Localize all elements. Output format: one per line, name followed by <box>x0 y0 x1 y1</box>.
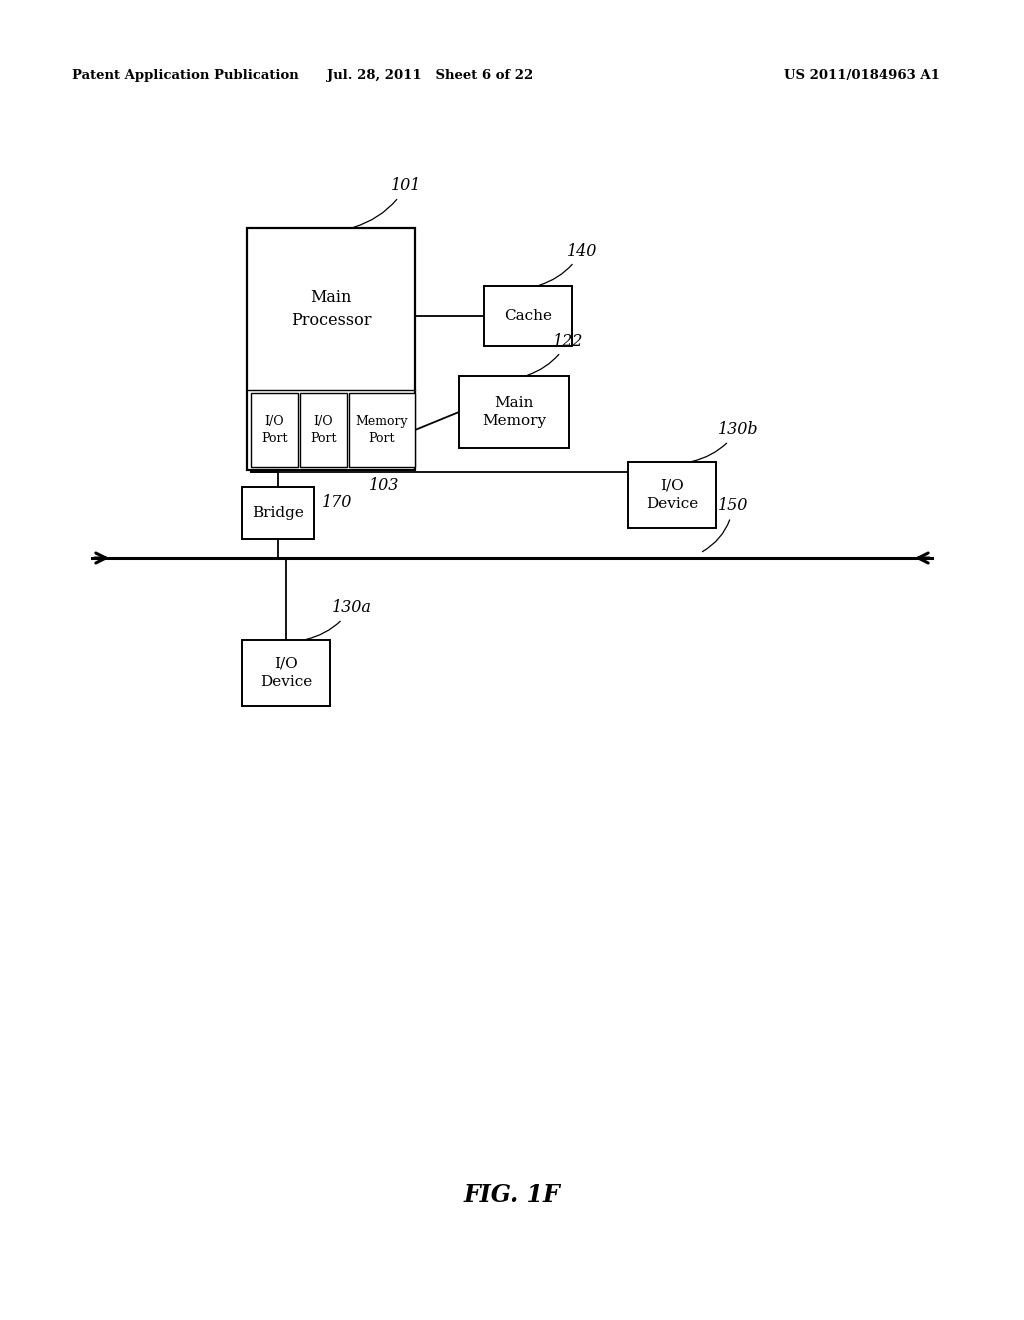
Bar <box>247 228 415 470</box>
Text: Cache: Cache <box>504 309 552 323</box>
Text: 150: 150 <box>702 498 749 552</box>
Bar <box>459 376 569 447</box>
Bar <box>349 393 415 467</box>
Text: Memory
Port: Memory Port <box>355 414 409 445</box>
Text: 170: 170 <box>322 494 352 511</box>
Text: Main
Memory: Main Memory <box>482 396 546 428</box>
Text: 130a: 130a <box>306 599 372 639</box>
Text: Patent Application Publication: Patent Application Publication <box>72 69 299 82</box>
Text: I/O
Device: I/O Device <box>260 657 312 689</box>
Text: 103: 103 <box>369 477 399 494</box>
Text: Main
Processor: Main Processor <box>291 289 372 329</box>
Bar <box>484 286 572 346</box>
Bar <box>242 487 314 539</box>
Bar <box>628 462 716 528</box>
Text: FIG. 1F: FIG. 1F <box>464 1183 560 1206</box>
Bar <box>242 640 330 706</box>
Bar <box>300 393 347 467</box>
Text: US 2011/0184963 A1: US 2011/0184963 A1 <box>784 69 940 82</box>
Text: I/O
Port: I/O Port <box>261 414 288 445</box>
Bar <box>251 393 298 467</box>
Text: I/O
Device: I/O Device <box>646 479 698 511</box>
Text: Bridge: Bridge <box>252 506 304 520</box>
Text: 140: 140 <box>540 243 597 285</box>
Text: Jul. 28, 2011   Sheet 6 of 22: Jul. 28, 2011 Sheet 6 of 22 <box>327 69 534 82</box>
Text: I/O
Port: I/O Port <box>310 414 337 445</box>
Text: 122: 122 <box>527 333 584 375</box>
Text: 130b: 130b <box>692 421 758 462</box>
Text: 101: 101 <box>354 177 422 227</box>
